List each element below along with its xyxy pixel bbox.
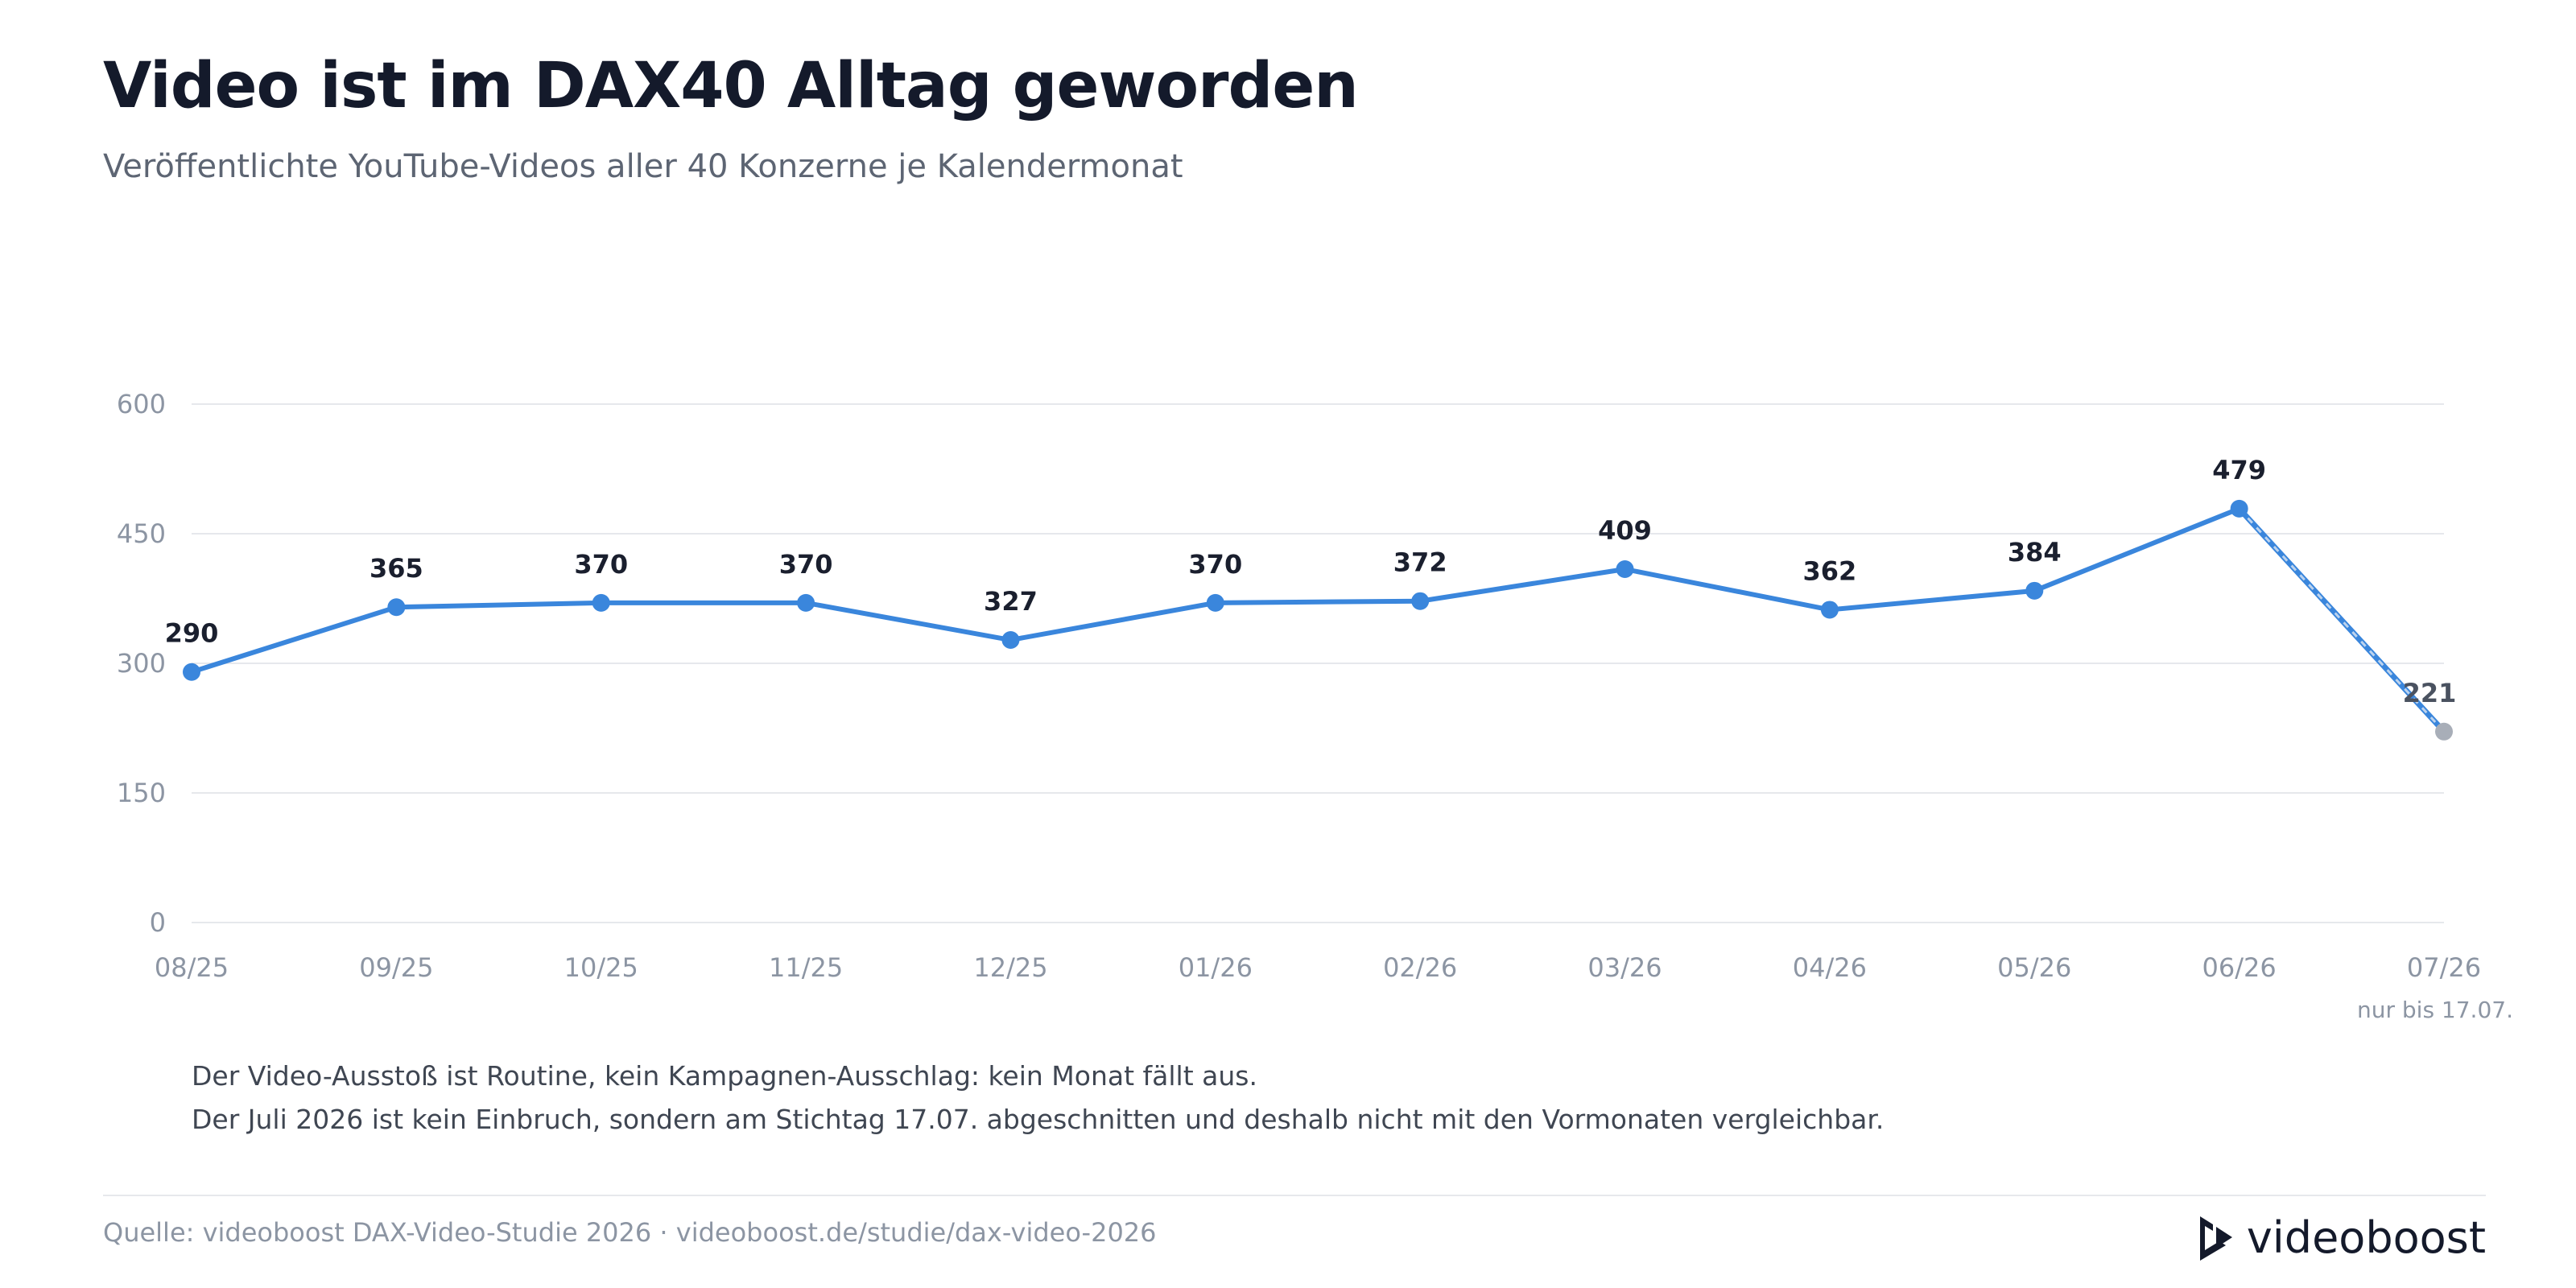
data-label: 365 bbox=[369, 553, 423, 584]
data-points bbox=[183, 499, 2453, 741]
play-arrow-icon bbox=[2199, 1216, 2232, 1261]
page-title: Video ist im DAX40 Alltag geworden bbox=[103, 50, 1359, 122]
x-tick-label: 12/25 bbox=[973, 952, 1047, 983]
x-tick-label: 02/26 bbox=[1383, 952, 1457, 983]
data-label: 479 bbox=[2212, 455, 2266, 485]
grid-lines bbox=[192, 403, 2444, 923]
brand-logo: videoboost bbox=[2197, 1212, 2486, 1263]
data-point bbox=[183, 663, 200, 681]
data-point bbox=[2230, 499, 2248, 518]
x-tick-label: 05/26 bbox=[1997, 952, 2071, 983]
data-point bbox=[1001, 631, 1020, 650]
partial-month-note: nur bis 17.07. bbox=[2357, 997, 2513, 1023]
data-label: 384 bbox=[2008, 537, 2062, 568]
data-label: 370 bbox=[574, 549, 628, 580]
x-tick-label: 07/26 bbox=[2407, 952, 2481, 983]
x-tick-label: 10/25 bbox=[564, 952, 638, 983]
series-lines bbox=[189, 506, 2447, 735]
x-tick-label: 06/26 bbox=[2202, 952, 2277, 983]
footer-divider bbox=[103, 1195, 2486, 1196]
data-point bbox=[2025, 581, 2044, 600]
y-axis-ticks: 0 150 300 450 600 bbox=[117, 389, 166, 938]
data-point bbox=[797, 593, 815, 612]
chart-notes: Der Video-Ausstoß ist Routine, kein Kamp… bbox=[192, 1055, 1884, 1141]
data-point bbox=[387, 598, 406, 617]
data-label: 372 bbox=[1393, 547, 1447, 578]
x-axis-ticks: 08/25 09/25 10/25 11/25 12/25 01/26 02/26 03/26… bbox=[155, 952, 2513, 1023]
x-tick-label: 09/25 bbox=[359, 952, 433, 983]
data-point bbox=[1206, 593, 1224, 612]
y-tick-label: 0 bbox=[150, 907, 166, 938]
data-point bbox=[1820, 601, 1839, 619]
source-note: Quelle: videoboost DAX-Video-Studie 2026… bbox=[103, 1217, 1157, 1248]
data-label: 409 bbox=[1598, 515, 1652, 546]
data-point bbox=[592, 593, 610, 612]
note-line-1: Der Video-Ausstoß ist Routine, kein Kamp… bbox=[192, 1060, 1257, 1092]
data-point-partial bbox=[2435, 722, 2453, 741]
x-tick-label: 03/26 bbox=[1587, 952, 1662, 983]
data-label: 362 bbox=[1803, 555, 1857, 586]
data-labels: 290 365 370 370 327 370 372 409 362 384 479 221 bbox=[165, 455, 2457, 708]
y-tick-label: 450 bbox=[117, 518, 166, 549]
logo-text: videoboost bbox=[2246, 1212, 2486, 1263]
note-line-2: Der Juli 2026 ist kein Einbruch, sondern… bbox=[192, 1104, 1885, 1135]
x-tick-label: 08/25 bbox=[155, 952, 229, 983]
x-tick-label: 11/25 bbox=[769, 952, 843, 983]
partial-segment bbox=[2236, 506, 2447, 735]
page-subtitle: Veröffentlichte YouTube-Videos aller 40 … bbox=[103, 148, 1183, 185]
data-label: 327 bbox=[984, 586, 1038, 617]
data-label: 221 bbox=[2403, 678, 2457, 708]
y-tick-label: 150 bbox=[117, 778, 166, 808]
data-label: 370 bbox=[1188, 549, 1242, 580]
data-point bbox=[1616, 560, 1634, 579]
y-tick-label: 300 bbox=[117, 648, 166, 679]
data-label: 290 bbox=[165, 618, 219, 649]
x-tick-label: 01/26 bbox=[1179, 952, 1253, 983]
y-tick-label: 600 bbox=[117, 389, 166, 419]
data-point bbox=[1411, 592, 1430, 610]
data-label: 370 bbox=[779, 549, 833, 580]
x-tick-label: 04/26 bbox=[1793, 952, 1867, 983]
